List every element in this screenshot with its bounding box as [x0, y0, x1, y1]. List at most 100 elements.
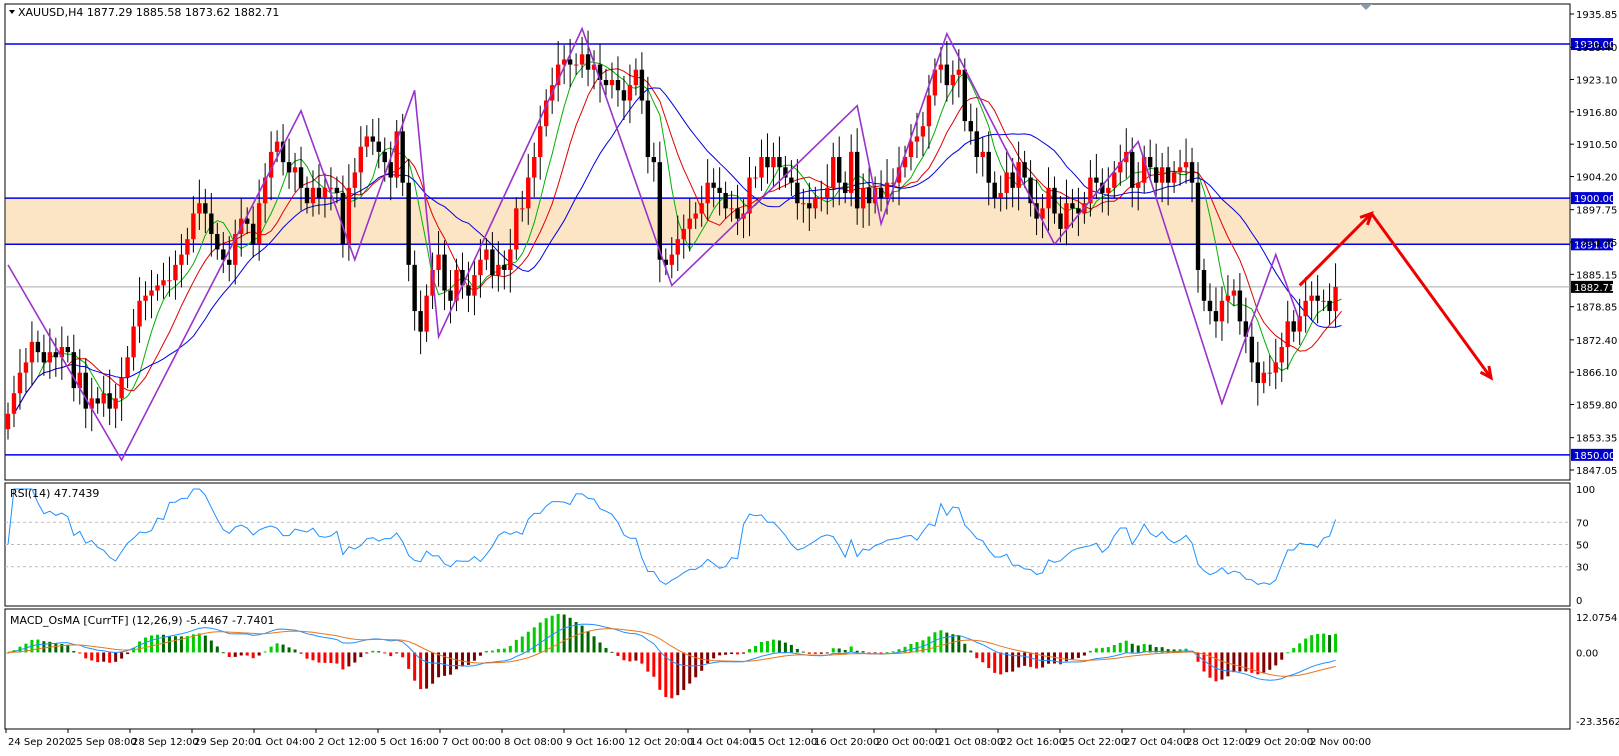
macd-histogram-bar: [664, 652, 667, 697]
price-tick-label: 1929.40: [1576, 43, 1617, 54]
macd-histogram-bar: [150, 635, 153, 652]
price-tick-label: 1885.15: [1576, 270, 1617, 281]
candle-body: [753, 178, 757, 179]
candle-body: [1321, 301, 1325, 302]
candle-body: [1214, 311, 1218, 321]
candle-body: [1262, 373, 1266, 383]
macd-histogram-bar: [754, 646, 757, 652]
candle-body: [1238, 291, 1242, 322]
macd-histogram-bar: [575, 622, 578, 652]
macd-histogram-bar: [760, 642, 763, 652]
macd-histogram-bar: [72, 651, 75, 652]
macd-histogram-bar: [1262, 652, 1265, 672]
macd-histogram-bar: [539, 623, 542, 653]
candle-body: [652, 157, 656, 162]
candle-body: [311, 188, 315, 203]
macd-histogram-bar: [389, 652, 392, 656]
candle-body: [616, 80, 620, 90]
candle-body: [1208, 301, 1212, 311]
candle-body: [1226, 296, 1230, 301]
macd-histogram-bar: [36, 640, 39, 653]
candle-body: [1184, 162, 1188, 167]
candle-body: [36, 342, 40, 352]
candle-body: [131, 326, 135, 357]
macd-histogram-bar: [610, 652, 613, 653]
candle-body: [1166, 167, 1170, 182]
candle-body: [1309, 296, 1313, 301]
candle-body: [1172, 172, 1176, 182]
candle-body: [951, 75, 955, 85]
candle-body: [765, 157, 769, 167]
macd-histogram-bar: [264, 651, 267, 652]
candle-body: [203, 203, 207, 213]
macd-histogram-bar: [473, 652, 476, 660]
macd-histogram-bar: [784, 643, 787, 653]
macd-tick-label: 0.00: [1576, 648, 1598, 659]
candle-body: [813, 198, 817, 208]
macd-histogram-bar: [569, 618, 572, 653]
candle-body: [574, 65, 578, 66]
candle-body: [1292, 321, 1296, 331]
candle-body: [1333, 287, 1337, 311]
macd-histogram-bar: [377, 651, 380, 652]
time-tick-label: 1 Oct 04:00: [256, 737, 315, 748]
macd-histogram-bar: [832, 648, 835, 652]
symbol-header: XAUUSD,H4 1877.29 1885.58 1873.62 1882.7…: [18, 6, 279, 19]
macd-histogram-bar: [1214, 652, 1217, 681]
price-tick-label: 1935.85: [1576, 10, 1617, 21]
price-tick-label: 1891.45: [1576, 238, 1617, 249]
macd-histogram-bar: [700, 652, 703, 670]
candle-body: [1178, 167, 1182, 172]
candle-body: [155, 285, 159, 290]
candle-body: [825, 188, 829, 198]
candle-body: [275, 142, 279, 152]
candle-body: [735, 208, 739, 218]
macd-histogram-bar: [981, 652, 984, 662]
candle-body: [424, 296, 428, 332]
macd-histogram-bar: [533, 627, 536, 652]
macd-histogram-bar: [1005, 652, 1008, 672]
candle-body: [406, 183, 410, 265]
candle-body: [371, 136, 375, 141]
macd-histogram-bar: [688, 652, 691, 683]
time-tick-label: 28 Sep 12:00: [132, 737, 199, 748]
time-tick-label: 9 Oct 16:00: [566, 737, 625, 748]
candle-body: [867, 188, 871, 203]
candle-body: [1256, 362, 1260, 383]
price-axis: 1935.851929.401923.101916.801910.501904.…: [1570, 10, 1617, 477]
candle-body: [849, 152, 853, 193]
candle-body: [604, 80, 608, 85]
time-tick-label: 21 Oct 08:00: [938, 737, 1003, 748]
candle-body: [1190, 162, 1194, 183]
macd-histogram-bar: [300, 652, 303, 653]
macd-histogram-bar: [1125, 641, 1128, 653]
macd-histogram-bar: [1304, 639, 1307, 653]
candle-body: [777, 157, 781, 167]
candle-body: [30, 342, 34, 363]
candle-body: [646, 101, 650, 157]
macd-histogram-bar: [999, 652, 1002, 674]
candle-body: [993, 183, 997, 198]
macd-histogram-bar: [628, 652, 631, 661]
macd-histogram-bar: [234, 652, 237, 656]
macd-histogram-bar: [1077, 652, 1080, 658]
candle-body: [688, 219, 692, 229]
macd-histogram-bar: [975, 652, 978, 658]
macd-histogram-bar: [712, 652, 715, 658]
candle-body: [801, 203, 805, 204]
macd-histogram-bar: [413, 652, 416, 680]
candle-body: [335, 188, 339, 193]
candle-body: [1160, 167, 1164, 182]
macd-histogram-bar: [96, 652, 99, 662]
macd-histogram-bar: [658, 652, 661, 689]
candle-body: [723, 193, 727, 208]
candle-body: [789, 178, 793, 183]
time-tick-label: 2 Nov 00:00: [1310, 737, 1371, 748]
macd-histogram-bar: [258, 652, 261, 655]
price-tick-label: 1916.80: [1576, 108, 1617, 119]
price-tick-label: 1904.20: [1576, 173, 1617, 184]
macd-histogram-bar: [1107, 647, 1110, 652]
candle-body: [137, 301, 141, 327]
